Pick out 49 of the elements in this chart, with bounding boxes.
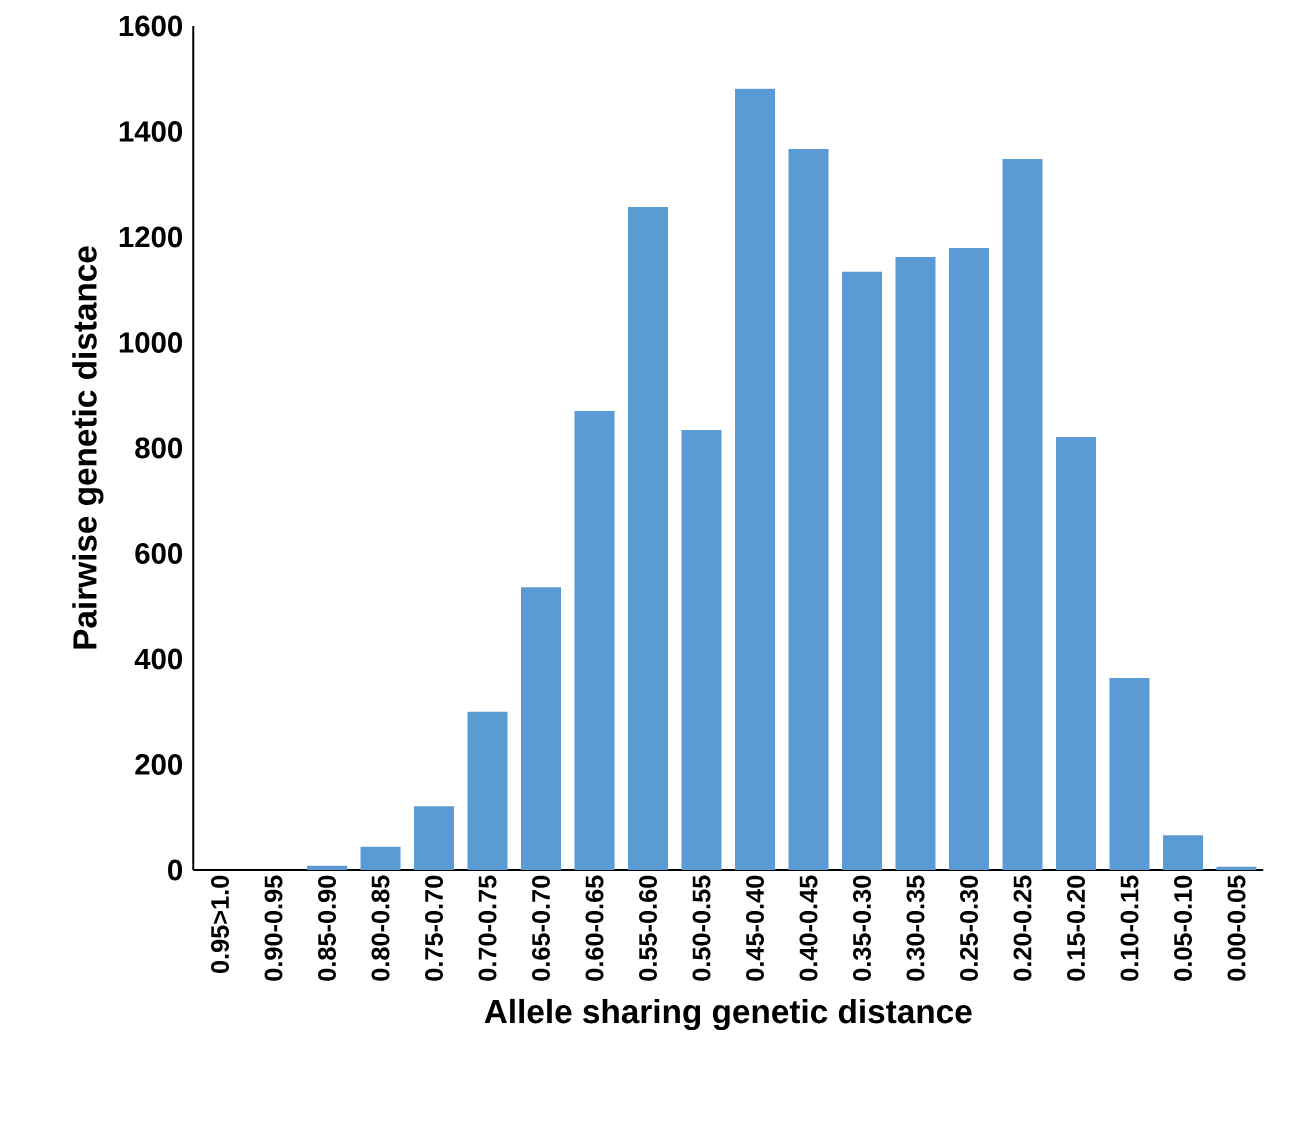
y-tick-label: 0 [168,859,183,881]
x-tick-label: 0.45-0.40 [746,875,764,981]
x-tick-label: 0.05-0.10 [1174,875,1192,981]
bar [1109,677,1150,870]
bar [842,271,883,870]
x-tick-label: 0.20-0.25 [1013,875,1032,981]
bar [1163,835,1204,870]
x-tick-label: 0.65-0.70 [532,875,550,981]
x-tick-label: 0.60-0.65 [585,875,604,981]
bar [574,411,615,870]
bar [307,865,348,870]
x-tick-label: 0.25-0.30 [960,875,978,981]
bar [360,846,401,870]
x-tick-label: 0.50-0.55 [692,875,711,981]
y-axis-title: Pairwise genetic distance [72,246,104,649]
bar [414,806,455,870]
bar [467,711,508,870]
x-tick-label: 0.55-0.60 [639,875,657,981]
bar [1216,866,1257,870]
bar [1056,436,1097,870]
x-tick-label: 0.40-0.45 [799,875,818,981]
bar [521,587,562,870]
bar [681,430,722,870]
y-tick-label: 1000 [119,332,182,353]
bar [735,88,776,870]
bar [788,148,829,870]
x-tick-label: 0.75-0.70 [425,875,443,981]
x-tick-label: 0.35-0.30 [853,875,871,981]
y-tick-label: 1600 [119,15,182,37]
y-tick-label: 1200 [119,226,182,248]
y-tick-label: 1400 [119,121,182,142]
bar [949,248,990,870]
x-tick-label: 0.70-0.75 [478,875,497,981]
bar [895,257,936,870]
y-tick-label: 200 [135,754,183,775]
x-tick-label: 0.00-0.05 [1227,875,1246,981]
bar [1002,158,1043,870]
y-tick-label: 800 [135,437,183,459]
x-axis-title: Allele sharing genetic distance [484,998,972,1031]
x-tick-label: 0.30-0.35 [906,875,925,981]
x-tick-label: 0.85-0.90 [318,875,336,981]
x-tick-label: 0.15-0.20 [1067,875,1085,981]
x-tick-label: 0.10-0.15 [1120,875,1139,981]
x-tick-label: 0.90-0.95 [264,875,283,981]
y-tick-label: 600 [135,543,183,564]
bar [628,206,669,870]
y-tick-label: 400 [134,648,183,670]
x-tick-label: 0.80-0.85 [371,875,390,981]
x-tick-label: 0.95>1.0 [211,875,229,974]
